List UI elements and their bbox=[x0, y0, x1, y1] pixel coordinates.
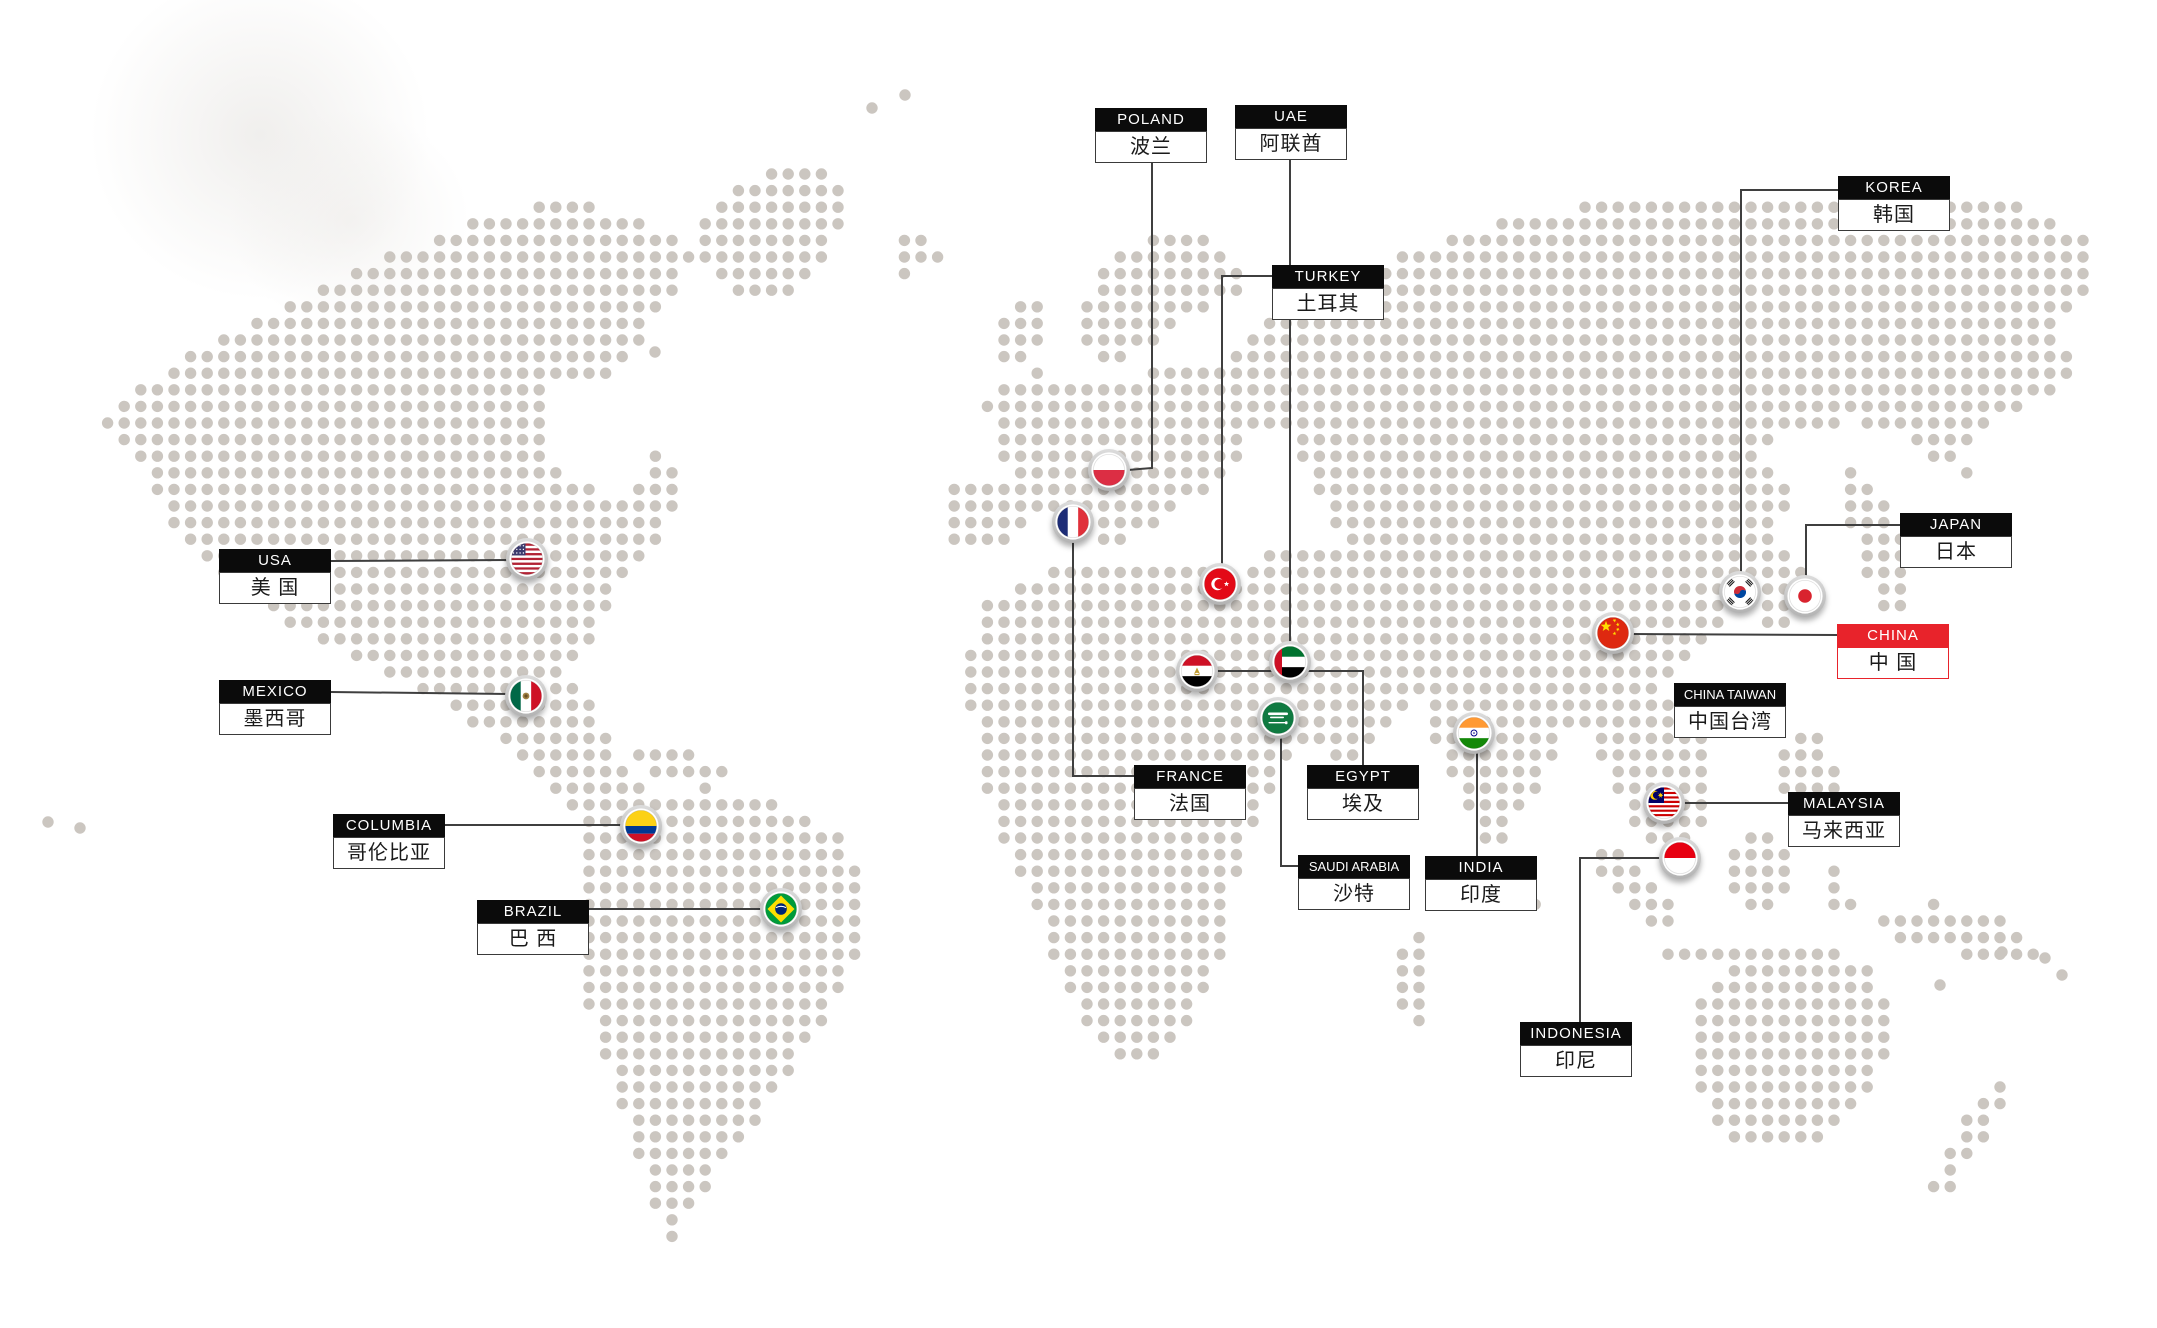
country-name-zh: 阿联酋 bbox=[1259, 133, 1323, 155]
country-name-zh: 土耳其 bbox=[1296, 293, 1360, 315]
indonesia-flag-icon bbox=[1659, 837, 1701, 879]
country-label-china-taiwan: CHINA TAIWAN 中国台湾 bbox=[1674, 683, 1786, 738]
country-name-en: TURKEY bbox=[1294, 268, 1362, 285]
country-name-en: BRAZIL bbox=[503, 903, 563, 920]
china-flag-icon bbox=[1592, 612, 1634, 654]
japan-flag-icon bbox=[1784, 575, 1826, 617]
country-name-en: CHINA bbox=[1867, 627, 1919, 644]
uae-flag-marker[interactable] bbox=[1266, 638, 1314, 686]
country-name-en: MALAYSIA bbox=[1803, 795, 1885, 812]
columbia-flag-marker[interactable] bbox=[617, 802, 665, 850]
country-label-columbia: COLUMBIA 哥伦比亚 bbox=[333, 814, 445, 869]
country-label-korea: KOREA 韩国 bbox=[1838, 176, 1950, 231]
country-name-zh: 韩国 bbox=[1873, 204, 1915, 226]
country-label-poland: POLAND 波兰 bbox=[1095, 108, 1207, 163]
connector-poland bbox=[1127, 161, 1153, 471]
japan-flag-marker[interactable] bbox=[1781, 572, 1829, 620]
egypt-flag-icon bbox=[1176, 650, 1218, 692]
country-name-en: POLAND bbox=[1117, 111, 1185, 128]
brazil-flag-icon bbox=[760, 888, 802, 930]
korea-flag-icon bbox=[1719, 571, 1761, 613]
country-name-zh: 中国台湾 bbox=[1688, 711, 1772, 733]
saudi-flag-marker[interactable] bbox=[1254, 694, 1302, 742]
malaysia-flag-icon bbox=[1643, 782, 1685, 824]
indonesia-flag-marker[interactable] bbox=[1656, 834, 1704, 882]
poland-flag-marker[interactable] bbox=[1085, 446, 1133, 494]
country-label-egypt: EGYPT 埃及 bbox=[1307, 765, 1419, 820]
country-name-en: JAPAN bbox=[1929, 516, 1983, 533]
country-name-zh: 日本 bbox=[1935, 541, 1977, 563]
malaysia-flag-marker[interactable] bbox=[1640, 779, 1688, 827]
country-label-china: CHINA 中 国 bbox=[1837, 624, 1949, 679]
country-label-mexico: MEXICO 墨西哥 bbox=[219, 680, 331, 735]
connector-indonesia bbox=[1579, 857, 1662, 1022]
country-name-en: COLUMBIA bbox=[345, 817, 433, 834]
country-name-en: KOREA bbox=[1865, 179, 1923, 196]
connector-mexico bbox=[330, 691, 511, 695]
country-name-en: MEXICO bbox=[242, 683, 308, 700]
country-name-zh: 波兰 bbox=[1130, 136, 1172, 158]
connector-egypt bbox=[1215, 670, 1364, 765]
usa-flag-marker[interactable] bbox=[503, 535, 551, 583]
country-name-zh: 哥伦比亚 bbox=[347, 842, 431, 864]
mexico-flag-icon bbox=[505, 675, 547, 717]
country-name-zh: 埃及 bbox=[1342, 793, 1384, 815]
connector-turkey bbox=[1221, 275, 1272, 566]
france-flag-marker[interactable] bbox=[1049, 498, 1097, 546]
country-name-en: CHINA TAIWAN bbox=[1683, 687, 1777, 702]
india-flag-marker[interactable] bbox=[1450, 709, 1498, 757]
turkey-flag-icon bbox=[1199, 563, 1241, 605]
country-name-zh: 印度 bbox=[1460, 884, 1502, 906]
brazil-flag-marker[interactable] bbox=[757, 885, 805, 933]
country-name-zh: 法国 bbox=[1169, 793, 1211, 815]
turkey-flag-marker[interactable] bbox=[1196, 560, 1244, 608]
country-name-zh: 巴 西 bbox=[508, 928, 558, 950]
country-label-japan: JAPAN 日本 bbox=[1900, 513, 2012, 568]
country-name-zh: 墨西哥 bbox=[243, 708, 307, 730]
country-label-france: FRANCE 法国 bbox=[1134, 765, 1246, 820]
uae-flag-icon bbox=[1269, 641, 1311, 683]
country-name-en: INDONESIA bbox=[1530, 1025, 1622, 1042]
mexico-flag-marker[interactable] bbox=[502, 672, 550, 720]
country-label-saudi: SAUDI ARABIA 沙特 bbox=[1298, 855, 1410, 910]
country-name-en: INDIA bbox=[1458, 859, 1504, 876]
saudi-flag-icon bbox=[1257, 697, 1299, 739]
france-flag-icon bbox=[1052, 501, 1094, 543]
country-label-turkey: TURKEY 土耳其 bbox=[1272, 265, 1384, 320]
usa-flag-icon bbox=[506, 538, 548, 580]
india-flag-icon bbox=[1453, 712, 1495, 754]
country-name-zh: 中 国 bbox=[1868, 652, 1918, 674]
connector-usa bbox=[330, 559, 513, 562]
country-name-en: USA bbox=[258, 552, 292, 569]
connector-france bbox=[1072, 540, 1134, 777]
columbia-flag-icon bbox=[620, 805, 662, 847]
country-name-zh: 印尼 bbox=[1555, 1050, 1597, 1072]
egypt-flag-marker[interactable] bbox=[1173, 647, 1221, 695]
country-name-en: SAUDI ARABIA bbox=[1308, 859, 1400, 874]
country-label-indonesia: INDONESIA 印尼 bbox=[1520, 1022, 1632, 1077]
country-label-india: INDIA 印度 bbox=[1425, 856, 1537, 911]
country-name-en: FRANCE bbox=[1156, 768, 1224, 785]
connector-china bbox=[1631, 633, 1838, 636]
connector-korea bbox=[1740, 189, 1838, 574]
korea-flag-marker[interactable] bbox=[1716, 568, 1764, 616]
country-name-zh: 马来西亚 bbox=[1802, 820, 1886, 842]
country-label-malaysia: MALAYSIA 马来西亚 bbox=[1788, 792, 1900, 847]
country-name-zh: 美 国 bbox=[250, 577, 300, 599]
country-name-en: EGYPT bbox=[1335, 768, 1391, 785]
country-name-zh: 沙特 bbox=[1333, 883, 1375, 905]
country-label-brazil: BRAZIL 巴 西 bbox=[477, 900, 589, 955]
connector-saudi bbox=[1280, 736, 1298, 867]
country-name-en: UAE bbox=[1274, 108, 1308, 125]
connector-japan bbox=[1805, 524, 1900, 578]
country-label-usa: USA 美 国 bbox=[219, 549, 331, 604]
poland-flag-icon bbox=[1088, 449, 1130, 491]
china-flag-marker[interactable] bbox=[1589, 609, 1637, 657]
country-label-uae: UAE 阿联酋 bbox=[1235, 105, 1347, 160]
